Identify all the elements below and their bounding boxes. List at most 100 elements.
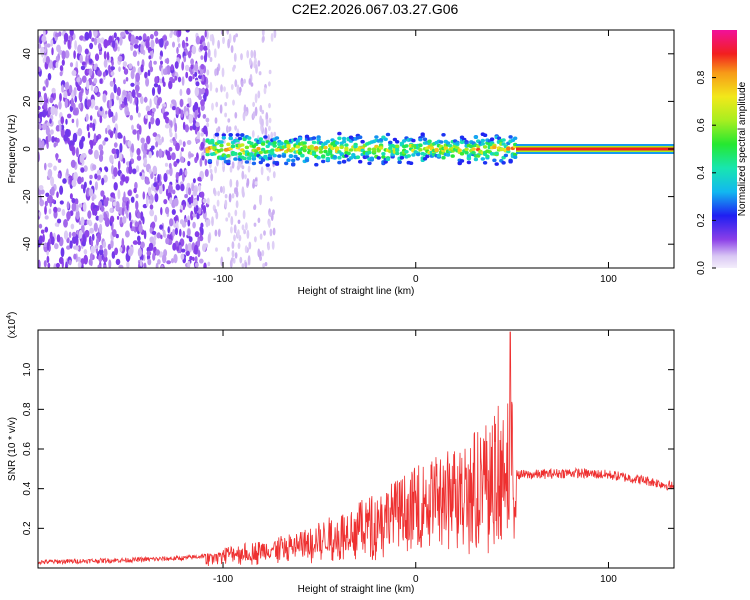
heatmap-cell xyxy=(174,227,178,236)
heatmap-cell xyxy=(150,39,155,49)
heatmap-cell xyxy=(49,118,52,124)
heatmap-cell xyxy=(144,142,148,151)
heatmap-cell xyxy=(291,147,296,151)
heatmap-cell xyxy=(247,165,251,173)
heatmap-cell xyxy=(110,71,115,76)
heatmap-cell xyxy=(201,155,205,161)
heatmap-cell xyxy=(269,228,273,237)
heatmap-cell xyxy=(181,39,186,49)
heatmap-cell xyxy=(399,156,405,160)
heatmap-cell xyxy=(272,209,275,216)
heatmap-cell xyxy=(272,153,277,158)
heatmap-cell xyxy=(459,151,465,156)
heatmap-cell xyxy=(143,157,148,166)
heatmap-cell xyxy=(65,261,68,268)
heatmap-cell xyxy=(258,71,262,76)
heatmap-cell xyxy=(221,67,225,78)
heatmap-cell xyxy=(215,101,219,108)
heatmap-cell xyxy=(148,168,152,175)
heatmap-cell xyxy=(111,251,116,259)
heatmap-cell xyxy=(209,57,213,62)
heatmap-cell xyxy=(242,111,246,122)
heatmap-cell xyxy=(70,97,74,108)
heatmap-cell xyxy=(113,182,118,191)
heatmap-cell xyxy=(171,79,176,83)
heatmap-cell xyxy=(163,112,167,120)
heatmap-cell xyxy=(242,209,246,220)
heatmap-cell xyxy=(84,48,89,55)
heatmap-cell xyxy=(53,263,57,268)
heatmap-cell xyxy=(234,209,238,217)
heatmap-cell xyxy=(144,71,148,79)
heatmap-cell xyxy=(125,230,130,238)
heatmap-cell xyxy=(233,234,236,242)
heatmap-cell xyxy=(267,244,270,251)
heatmap-cell xyxy=(130,196,135,203)
heatmap-cell xyxy=(513,136,518,141)
heatmap-cell xyxy=(207,48,211,59)
heatmap-cell xyxy=(93,207,98,217)
heatmap-cell xyxy=(252,111,256,119)
heatmap-cell xyxy=(69,240,73,249)
heatmap-cell xyxy=(182,203,186,211)
heatmap-cell xyxy=(202,243,206,252)
heatmap-cell xyxy=(56,44,61,53)
heatmap-cell xyxy=(47,168,53,179)
heatmap-cell xyxy=(53,142,57,148)
heatmap-cell xyxy=(45,192,50,197)
heatmap-cell xyxy=(99,78,102,84)
heatmap-cell xyxy=(156,150,159,158)
heatmap-cell xyxy=(215,127,219,133)
heatmap-cell xyxy=(54,243,59,250)
heatmap-cell xyxy=(58,100,62,110)
heatmap-cell xyxy=(42,86,46,91)
heatmap-cell xyxy=(226,142,231,147)
heatmap-cell xyxy=(436,153,442,158)
heatmap-cell xyxy=(211,36,215,46)
heatmap-cell xyxy=(214,133,220,137)
heatmap-cell xyxy=(185,186,189,196)
heatmap-cell xyxy=(89,252,93,262)
heatmap-cell xyxy=(226,154,231,158)
heatmap-cell xyxy=(202,205,207,214)
heatmap-cell xyxy=(145,197,149,208)
heatmap-cell xyxy=(236,84,240,95)
heatmap-cell xyxy=(227,38,231,49)
heatmap-cell xyxy=(178,139,183,146)
heatmap-cell xyxy=(268,167,272,173)
heatmap-cell xyxy=(381,155,386,159)
heatmap-cell xyxy=(230,216,234,226)
heatmap-cell xyxy=(184,169,188,176)
heatmap-cell xyxy=(188,203,192,209)
heatmap-cell xyxy=(205,117,210,123)
heatmap-cell xyxy=(252,182,255,189)
heatmap-cell xyxy=(482,161,488,165)
heatmap-cell xyxy=(132,240,138,245)
snr-y-tick-label: 1.0 xyxy=(22,362,33,376)
heatmap-cell xyxy=(180,147,184,152)
colorbar-tick-label: 0.8 xyxy=(696,70,707,84)
heatmap-cell xyxy=(113,32,117,39)
heatmap-cell xyxy=(180,183,185,192)
heatmap-cell xyxy=(269,211,272,218)
heatmap-cell xyxy=(244,245,248,254)
heatmap-cell xyxy=(177,30,182,37)
heatmap-cell xyxy=(81,264,84,268)
heatmap-cell xyxy=(147,110,152,116)
heatmap-cell xyxy=(219,104,223,114)
heatmap-cell xyxy=(73,253,77,260)
heatmap-cell xyxy=(241,165,245,170)
heatmap-cell xyxy=(209,81,213,92)
heatmap-cell xyxy=(102,71,106,78)
heatmap-cell xyxy=(210,140,215,145)
heatmap-cell xyxy=(471,147,476,151)
heatmap-cell xyxy=(47,73,52,81)
heatmap-cell xyxy=(135,200,139,210)
heatmap-cell xyxy=(140,241,145,249)
heatmap-cell xyxy=(77,245,82,252)
heatmap-cell xyxy=(448,144,453,148)
heatmap-cell xyxy=(325,139,331,144)
heatmap-cell xyxy=(231,250,235,258)
heatmap-cell xyxy=(348,148,354,152)
heatmap-cell xyxy=(151,107,156,113)
